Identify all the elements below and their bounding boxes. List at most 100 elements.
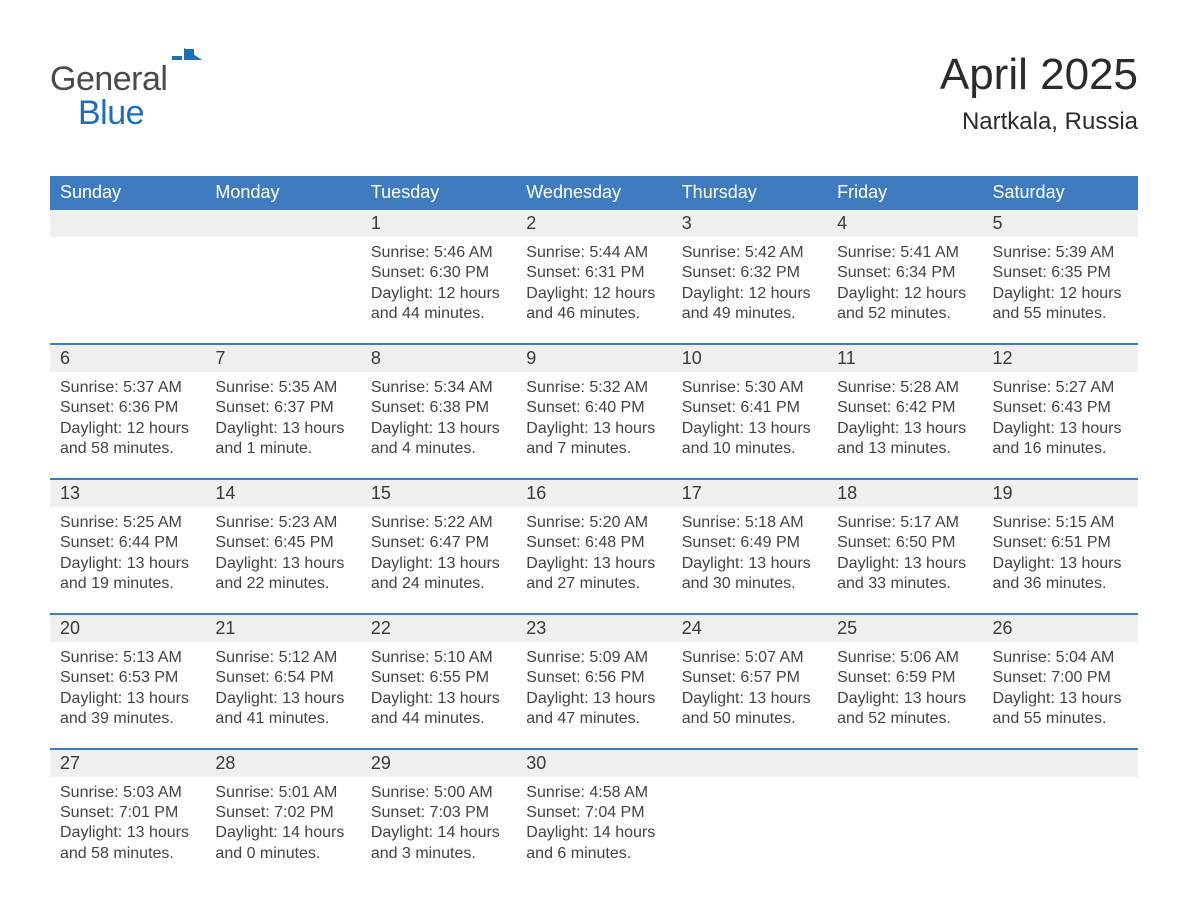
day-body: Sunrise: 5:22 AMSunset: 6:47 PMDaylight:… [361,507,516,595]
day-number: 19 [983,480,1138,507]
calendar-day: 7Sunrise: 5:35 AMSunset: 6:37 PMDaylight… [205,345,360,478]
sunset-line: Sunset: 6:47 PM [371,533,506,553]
day-number: 18 [827,480,982,507]
calendar-day: 14Sunrise: 5:23 AMSunset: 6:45 PMDayligh… [205,480,360,613]
day-body: Sunrise: 5:41 AMSunset: 6:34 PMDaylight:… [827,237,982,325]
sunrise-line: Sunrise: 5:37 AM [60,378,195,398]
calendar-weeks: 1Sunrise: 5:46 AMSunset: 6:30 PMDaylight… [50,210,1138,882]
day-number: 2 [516,210,671,237]
calendar-day: 19Sunrise: 5:15 AMSunset: 6:51 PMDayligh… [983,480,1138,613]
daylight-line: Daylight: 13 hours and 36 minutes. [993,554,1128,595]
logo-word-1: General [50,60,167,98]
daylight-line: Daylight: 13 hours and 19 minutes. [60,554,195,595]
sunset-line: Sunset: 6:50 PM [837,533,972,553]
sunset-line: Sunset: 7:01 PM [60,803,195,823]
month-title: April 2025 [940,50,1138,100]
calendar-day: 22Sunrise: 5:10 AMSunset: 6:55 PMDayligh… [361,615,516,748]
sunset-line: Sunset: 6:34 PM [837,263,972,283]
calendar-day [672,750,827,883]
dow-cell: Wednesday [516,176,671,210]
dow-cell: Sunday [50,176,205,210]
dow-cell: Tuesday [361,176,516,210]
sunset-line: Sunset: 6:45 PM [215,533,350,553]
sunrise-line: Sunrise: 5:01 AM [215,783,350,803]
calendar-day: 20Sunrise: 5:13 AMSunset: 6:53 PMDayligh… [50,615,205,748]
sunrise-line: Sunrise: 5:18 AM [682,513,817,533]
calendar: SundayMondayTuesdayWednesdayThursdayFrid… [50,176,1138,882]
day-number [672,750,827,777]
calendar-day: 6Sunrise: 5:37 AMSunset: 6:36 PMDaylight… [50,345,205,478]
calendar-day: 15Sunrise: 5:22 AMSunset: 6:47 PMDayligh… [361,480,516,613]
day-number: 26 [983,615,1138,642]
calendar-day: 4Sunrise: 5:41 AMSunset: 6:34 PMDaylight… [827,210,982,343]
day-body: Sunrise: 5:01 AMSunset: 7:02 PMDaylight:… [205,777,360,865]
day-body: Sunrise: 5:18 AMSunset: 6:49 PMDaylight:… [672,507,827,595]
calendar-day: 24Sunrise: 5:07 AMSunset: 6:57 PMDayligh… [672,615,827,748]
sunset-line: Sunset: 6:51 PM [993,533,1128,553]
daylight-line: Daylight: 12 hours and 55 minutes. [993,284,1128,325]
sunset-line: Sunset: 6:49 PM [682,533,817,553]
sunset-line: Sunset: 6:59 PM [837,668,972,688]
daylight-line: Daylight: 14 hours and 6 minutes. [526,823,661,864]
sunrise-line: Sunrise: 5:46 AM [371,243,506,263]
sunrise-line: Sunrise: 4:58 AM [526,783,661,803]
calendar-day: 26Sunrise: 5:04 AMSunset: 7:00 PMDayligh… [983,615,1138,748]
daylight-line: Daylight: 13 hours and 10 minutes. [682,419,817,460]
day-body: Sunrise: 5:35 AMSunset: 6:37 PMDaylight:… [205,372,360,460]
day-number [205,210,360,237]
calendar-day: 3Sunrise: 5:42 AMSunset: 6:32 PMDaylight… [672,210,827,343]
calendar-day: 9Sunrise: 5:32 AMSunset: 6:40 PMDaylight… [516,345,671,478]
calendar-day: 18Sunrise: 5:17 AMSunset: 6:50 PMDayligh… [827,480,982,613]
sunrise-line: Sunrise: 5:32 AM [526,378,661,398]
sunset-line: Sunset: 7:00 PM [993,668,1128,688]
daylight-line: Daylight: 13 hours and 55 minutes. [993,689,1128,730]
location-label: Nartkala, Russia [940,108,1138,136]
calendar-day: 1Sunrise: 5:46 AMSunset: 6:30 PMDaylight… [361,210,516,343]
daylight-line: Daylight: 13 hours and 47 minutes. [526,689,661,730]
sunset-line: Sunset: 6:36 PM [60,398,195,418]
calendar-day: 23Sunrise: 5:09 AMSunset: 6:56 PMDayligh… [516,615,671,748]
day-body: Sunrise: 5:10 AMSunset: 6:55 PMDaylight:… [361,642,516,730]
sunrise-line: Sunrise: 5:10 AM [371,648,506,668]
day-body: Sunrise: 5:42 AMSunset: 6:32 PMDaylight:… [672,237,827,325]
sunset-line: Sunset: 6:48 PM [526,533,661,553]
calendar-day: 11Sunrise: 5:28 AMSunset: 6:42 PMDayligh… [827,345,982,478]
daylight-line: Daylight: 13 hours and 16 minutes. [993,419,1128,460]
sunrise-line: Sunrise: 5:23 AM [215,513,350,533]
day-number: 12 [983,345,1138,372]
calendar-day: 16Sunrise: 5:20 AMSunset: 6:48 PMDayligh… [516,480,671,613]
calendar-week: 20Sunrise: 5:13 AMSunset: 6:53 PMDayligh… [50,613,1138,748]
daylight-line: Daylight: 13 hours and 13 minutes. [837,419,972,460]
title-block: April 2025 Nartkala, Russia [940,50,1138,136]
daylight-line: Daylight: 13 hours and 39 minutes. [60,689,195,730]
daylight-line: Daylight: 12 hours and 44 minutes. [371,284,506,325]
sunrise-line: Sunrise: 5:03 AM [60,783,195,803]
sunrise-line: Sunrise: 5:34 AM [371,378,506,398]
day-number: 17 [672,480,827,507]
dow-cell: Saturday [983,176,1138,210]
calendar-day: 8Sunrise: 5:34 AMSunset: 6:38 PMDaylight… [361,345,516,478]
day-body: Sunrise: 5:09 AMSunset: 6:56 PMDaylight:… [516,642,671,730]
sunrise-line: Sunrise: 5:39 AM [993,243,1128,263]
calendar-day: 17Sunrise: 5:18 AMSunset: 6:49 PMDayligh… [672,480,827,613]
day-body: Sunrise: 5:07 AMSunset: 6:57 PMDaylight:… [672,642,827,730]
calendar-day: 27Sunrise: 5:03 AMSunset: 7:01 PMDayligh… [50,750,205,883]
day-number: 13 [50,480,205,507]
day-body: Sunrise: 5:13 AMSunset: 6:53 PMDaylight:… [50,642,205,730]
dow-cell: Thursday [672,176,827,210]
sunrise-line: Sunrise: 5:44 AM [526,243,661,263]
calendar-day: 21Sunrise: 5:12 AMSunset: 6:54 PMDayligh… [205,615,360,748]
sunset-line: Sunset: 6:57 PM [682,668,817,688]
sunrise-line: Sunrise: 5:22 AM [371,513,506,533]
calendar-day: 25Sunrise: 5:06 AMSunset: 6:59 PMDayligh… [827,615,982,748]
day-number [983,750,1138,777]
calendar-day: 28Sunrise: 5:01 AMSunset: 7:02 PMDayligh… [205,750,360,883]
day-number: 6 [50,345,205,372]
day-number: 14 [205,480,360,507]
sunrise-line: Sunrise: 5:30 AM [682,378,817,398]
day-number: 5 [983,210,1138,237]
sunrise-line: Sunrise: 5:09 AM [526,648,661,668]
day-number: 25 [827,615,982,642]
day-body: Sunrise: 5:39 AMSunset: 6:35 PMDaylight:… [983,237,1138,325]
day-body: Sunrise: 5:06 AMSunset: 6:59 PMDaylight:… [827,642,982,730]
